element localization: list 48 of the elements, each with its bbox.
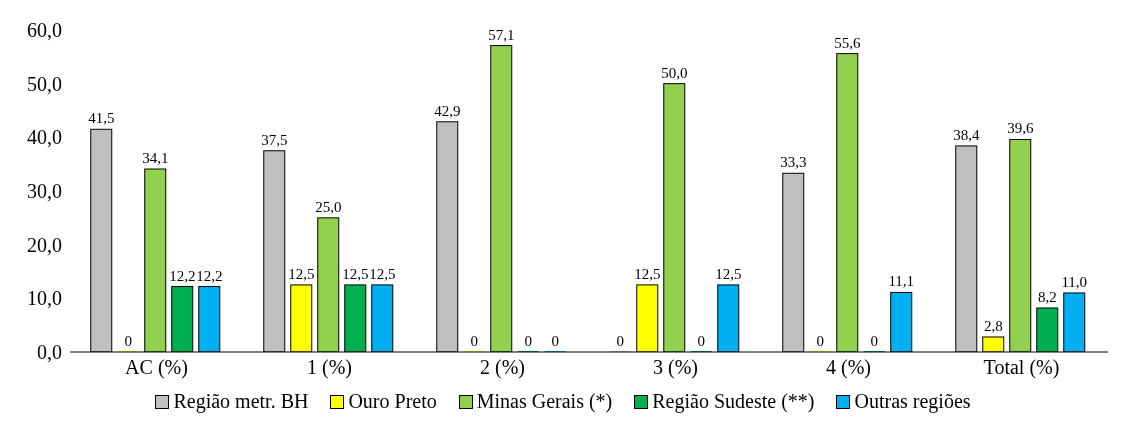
y-tick-label: 60,0: [27, 19, 62, 42]
data-label: 34,1: [142, 150, 169, 166]
x-tick-label: Total (%): [983, 356, 1060, 380]
x-tick-label: 1 (%): [307, 356, 352, 380]
y-tick-label: 0,0: [37, 341, 62, 364]
data-label: 8,2: [1037, 288, 1057, 305]
legend-label: Minas Gerais (*): [475, 390, 613, 413]
data-label: 37,5: [261, 131, 288, 148]
data-label: 12,5: [288, 265, 315, 282]
y-tick-label: 30,0: [27, 180, 62, 203]
data-label: 55,6: [834, 34, 861, 51]
x-tick-label: 3 (%): [653, 356, 698, 380]
data-label: 0: [616, 333, 625, 349]
data-label: 33,3: [780, 154, 807, 171]
data-label: 11,1: [888, 273, 915, 290]
data-label: 0: [870, 333, 879, 349]
y-tick-label: 40,0: [27, 126, 62, 149]
data-label: 0: [551, 333, 560, 349]
data-label: 0: [470, 333, 479, 349]
data-label: 12,5: [634, 265, 661, 282]
data-label: 2,8: [983, 317, 1003, 334]
data-label: 39,6: [1007, 120, 1034, 137]
data-label: 41,5: [88, 110, 115, 127]
data-label: 38,4: [953, 126, 980, 143]
data-label: 12,5: [369, 265, 396, 282]
x-tick-label: 2 (%): [480, 356, 525, 380]
legend-label: Outras regiões: [853, 390, 971, 413]
legend-label: Ouro Preto: [347, 390, 437, 413]
data-label: 42,9: [434, 102, 461, 119]
data-label: 11,0: [1061, 273, 1088, 290]
legend-label: Região Sudeste (**): [651, 390, 815, 413]
x-tick-label: 4 (%): [826, 356, 871, 380]
data-label: 12,2: [196, 267, 223, 284]
y-tick-label: 20,0: [27, 233, 62, 256]
data-label: 25,0: [315, 198, 342, 215]
data-label: 0: [697, 333, 706, 349]
data-label: 0: [816, 333, 825, 349]
data-label: 57,1: [488, 26, 515, 43]
y-tick-label: 10,0: [27, 287, 62, 310]
data-label: 50,0: [661, 64, 688, 81]
legend-label: Região metr. BH: [172, 390, 309, 413]
data-label: 12,5: [715, 265, 742, 282]
data-label: 0: [124, 333, 133, 349]
x-tick-label: AC (%): [125, 356, 188, 380]
data-label: 12,5: [342, 265, 369, 282]
y-tick-label: 50,0: [27, 72, 62, 95]
data-label: 12,2: [169, 267, 196, 284]
data-label: 0: [524, 333, 533, 349]
